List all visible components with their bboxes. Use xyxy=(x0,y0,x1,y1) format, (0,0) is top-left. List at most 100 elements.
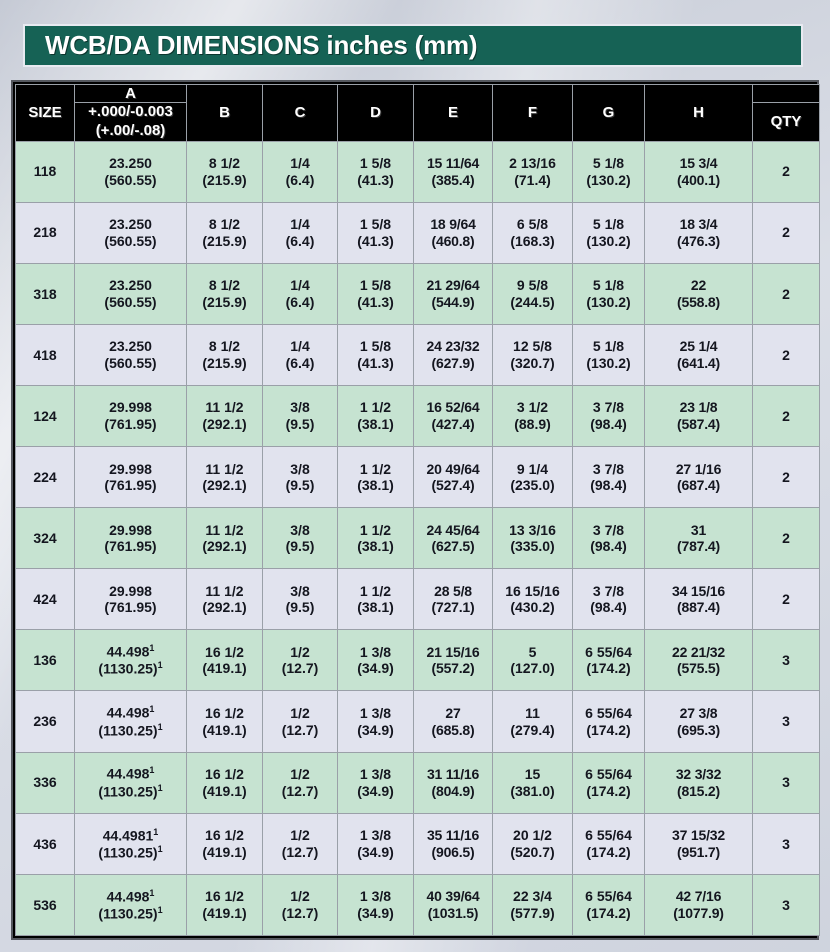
value-inches: 6 55/64 xyxy=(585,643,632,660)
value-mm: (130.2) xyxy=(586,354,631,371)
cell-qty: 2 xyxy=(752,568,820,631)
value-inches: 8 1/2 xyxy=(208,338,241,355)
cell-d: 1 3/8 (34.9) xyxy=(337,812,414,875)
cell-b: 16 1/2 (419.1) xyxy=(186,812,263,875)
value-inches: 1/4 xyxy=(290,277,310,294)
cell-c: 1/4 (6.4) xyxy=(262,262,338,325)
value-inches: 23 1/8 xyxy=(679,399,718,416)
cell-h: 27 3/8 (695.3) xyxy=(644,690,753,753)
cell-c: 1/4 (6.4) xyxy=(262,201,338,264)
value-mm: (41.3) xyxy=(357,171,394,188)
cell-h: 23 1/8 (587.4) xyxy=(644,384,753,448)
value-inches: 9 1/4 xyxy=(516,460,549,477)
cell-qty: 3 xyxy=(752,873,820,937)
value-inches: 8 1/2 xyxy=(208,216,241,233)
value-mm: (38.1) xyxy=(357,538,394,555)
value-inches: 12 5/8 xyxy=(513,338,552,355)
value-mm: (12.7) xyxy=(281,904,319,921)
value-mm: (787.4) xyxy=(677,538,720,555)
value-mm: (381.0) xyxy=(510,782,555,799)
cell-qty: 2 xyxy=(752,140,820,203)
footnote-marker: 1 xyxy=(157,782,163,793)
value-mm: (41.3) xyxy=(357,232,394,249)
value-mm: (235.0) xyxy=(510,477,555,494)
value-inches: 16 1/2 xyxy=(205,643,244,660)
cell-qty: 2 xyxy=(752,507,820,570)
value-inches: 1/4 xyxy=(290,216,310,233)
value-mm: (292.1) xyxy=(202,538,247,555)
cell-g: 6 55/64 (174.2) xyxy=(572,873,645,937)
value-inches: 5 xyxy=(528,643,537,660)
cell-h: 18 3/4 (476.3) xyxy=(644,201,753,264)
cell-size: 224 xyxy=(15,446,75,509)
cell-qty: 3 xyxy=(752,690,820,753)
cell-c: 1/2 (12.7) xyxy=(262,690,338,753)
value-inches: 29.998 xyxy=(109,521,152,538)
cell-size: 436 xyxy=(15,812,75,875)
cell-a: 44.49811 (1130.25)1 xyxy=(74,812,187,875)
cell-c: 1/2 (12.7) xyxy=(262,812,338,875)
cell-f: 6 5/8 (168.3) xyxy=(492,201,573,264)
value-mm: (427.4) xyxy=(431,415,475,432)
value-inches: 5 1/8 xyxy=(592,216,625,233)
value-mm: (1031.5) xyxy=(427,904,479,921)
value-inches: 34 15/16 xyxy=(672,582,725,599)
cell-f: 16 15/16 (430.2) xyxy=(492,568,573,631)
value-mm: (761.95) xyxy=(104,599,157,616)
column-header-f: F xyxy=(492,84,573,142)
value-mm: (761.95) xyxy=(104,415,157,432)
value-inches: 21 15/16 xyxy=(426,643,480,660)
value-inches: 22 3/4 xyxy=(513,888,552,905)
cell-c: 1/4 (6.4) xyxy=(262,323,338,386)
value-inches: 1 5/8 xyxy=(359,155,392,172)
cell-g: 3 7/8 (98.4) xyxy=(572,384,645,448)
value-inches: 23.250 xyxy=(109,277,152,294)
value-mm: (215.9) xyxy=(202,171,247,188)
cell-a: 44.4981 (1130.25)1 xyxy=(74,629,187,692)
cell-qty: 3 xyxy=(752,751,820,814)
value-inches: 5 1/8 xyxy=(592,338,625,355)
value-mm: (1077.9) xyxy=(673,904,724,921)
value-mm: (641.4) xyxy=(677,354,720,371)
cell-e: 31 11/16 (804.9) xyxy=(413,751,493,814)
value-inches: 1/4 xyxy=(290,338,310,355)
value-inches: 11 1/2 xyxy=(205,399,244,416)
value-inches: 3 7/8 xyxy=(592,582,625,599)
value-mm: (41.3) xyxy=(357,293,394,310)
cell-h: 42 7/16 (1077.9) xyxy=(644,873,753,937)
cell-d: 1 1/2 (38.1) xyxy=(337,384,414,448)
value-mm: (98.4) xyxy=(590,538,627,555)
cell-f: 13 3/16 (335.0) xyxy=(492,507,573,570)
cell-a: 29.998 (761.95) xyxy=(74,384,187,448)
cell-b: 8 1/2 (215.9) xyxy=(186,201,263,264)
cell-f: 11 (279.4) xyxy=(492,690,573,753)
value-mm: (127.0) xyxy=(510,660,555,677)
cell-g: 3 7/8 (98.4) xyxy=(572,507,645,570)
value-inches: 22 xyxy=(690,277,707,294)
cell-e: 21 29/64 (544.9) xyxy=(413,262,493,325)
cell-size: 424 xyxy=(15,568,75,631)
value-inches: 24 23/32 xyxy=(426,338,480,355)
tolerance-mm: (+.00/-.08) xyxy=(95,121,166,139)
cell-f: 9 1/4 (235.0) xyxy=(492,446,573,509)
cell-e: 27 (685.8) xyxy=(413,690,493,753)
value-mm: (419.1) xyxy=(202,721,247,738)
cell-d: 1 1/2 (38.1) xyxy=(337,507,414,570)
cell-c: 1/4 (6.4) xyxy=(262,140,338,203)
value-inches: 16 52/64 xyxy=(426,399,480,416)
value-mm: (804.9) xyxy=(431,782,475,799)
value-inches: 1 5/8 xyxy=(359,338,392,355)
cell-size: 218 xyxy=(15,201,75,264)
cell-size: 124 xyxy=(15,384,75,448)
value-mm: (292.1) xyxy=(202,477,247,494)
cell-g: 3 7/8 (98.4) xyxy=(572,568,645,631)
cell-f: 5 (127.0) xyxy=(492,629,573,692)
value-inches: 44.49811 xyxy=(102,826,159,844)
value-mm: (335.0) xyxy=(510,538,555,555)
value-inches: 44.4981 xyxy=(106,643,155,660)
value-mm: (215.9) xyxy=(202,354,247,371)
value-mm: (9.5) xyxy=(285,477,315,494)
value-mm: (12.7) xyxy=(281,782,319,799)
value-inches: 20 1/2 xyxy=(513,827,552,844)
